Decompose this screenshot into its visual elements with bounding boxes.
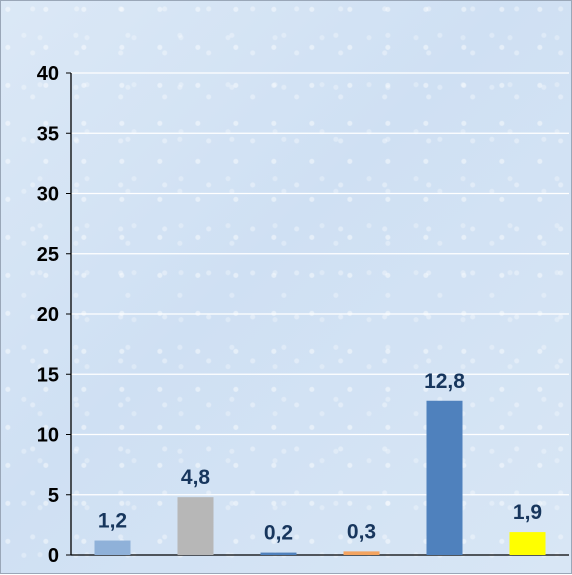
y-tick-label-0: 0 bbox=[48, 545, 59, 567]
y-tick-label-30: 30 bbox=[37, 184, 59, 206]
data-label-6: 1,9 bbox=[513, 501, 542, 524]
y-tick-label-20: 20 bbox=[37, 304, 59, 326]
y-tick-label-35: 35 bbox=[37, 123, 59, 145]
bar-6 bbox=[509, 532, 546, 555]
bar-5 bbox=[426, 400, 463, 555]
data-label-3: 0,2 bbox=[264, 522, 293, 545]
y-tick-label-25: 25 bbox=[37, 244, 59, 266]
data-label-4: 0,3 bbox=[347, 520, 376, 543]
bar-3 bbox=[260, 552, 297, 555]
data-label-2: 4,8 bbox=[181, 466, 211, 489]
y-tick-label-5: 5 bbox=[48, 485, 59, 507]
bar-1 bbox=[94, 540, 131, 555]
data-labels: 1,2 4,8 0,2 0,3 12,8 1,9 bbox=[98, 370, 542, 545]
bar-2 bbox=[177, 497, 214, 555]
bars bbox=[94, 400, 546, 555]
bar-4 bbox=[343, 551, 380, 555]
data-label-5: 12,8 bbox=[424, 370, 465, 393]
y-axis-ticks: 0 5 10 15 20 25 30 35 40 bbox=[37, 63, 71, 567]
y-tick-label-10: 10 bbox=[37, 425, 59, 447]
y-tick-label-40: 40 bbox=[37, 63, 59, 85]
data-label-1: 1,2 bbox=[98, 510, 127, 533]
gridlines bbox=[71, 72, 569, 496]
y-tick-label-15: 15 bbox=[37, 364, 59, 386]
